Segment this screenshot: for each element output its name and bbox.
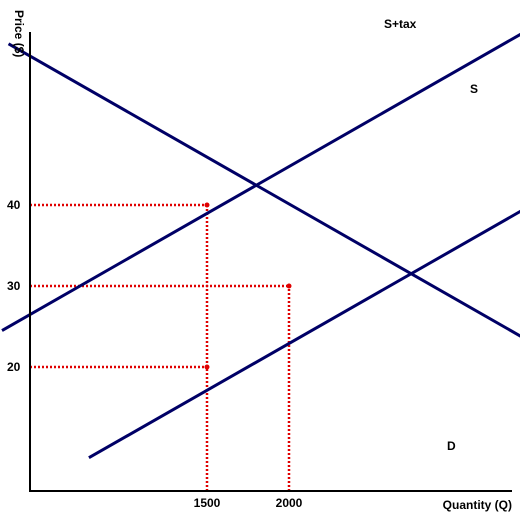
curve-d	[7, 42, 520, 338]
intersection-points	[204, 202, 292, 370]
x-tick-label: 2000	[276, 496, 303, 510]
curve-label-d: D	[447, 439, 456, 453]
curves	[1, 32, 520, 460]
curve-label-s-tax: S+tax	[384, 17, 417, 31]
reference-lines	[30, 203, 291, 491]
y-tick-label: 30	[7, 279, 21, 293]
tick-labels: 20 30 40 1500 2000	[7, 198, 303, 510]
curve-label-s: S	[470, 82, 478, 96]
curve-s-tax	[1, 32, 520, 332]
axes	[29, 32, 512, 492]
curve-labels: S+tax S D	[384, 17, 478, 453]
y-tick-label: 20	[7, 360, 21, 374]
x-axis-label: Quantity (Q)	[443, 498, 512, 512]
curve-s	[88, 209, 520, 460]
y-axis-label: Price ($)	[12, 10, 26, 57]
intersection-point-1	[286, 283, 292, 289]
x-tick-label: 1500	[194, 496, 221, 510]
intersection-point-2	[204, 364, 210, 370]
intersection-point-0	[204, 202, 210, 208]
y-tick-label: 40	[7, 198, 21, 212]
